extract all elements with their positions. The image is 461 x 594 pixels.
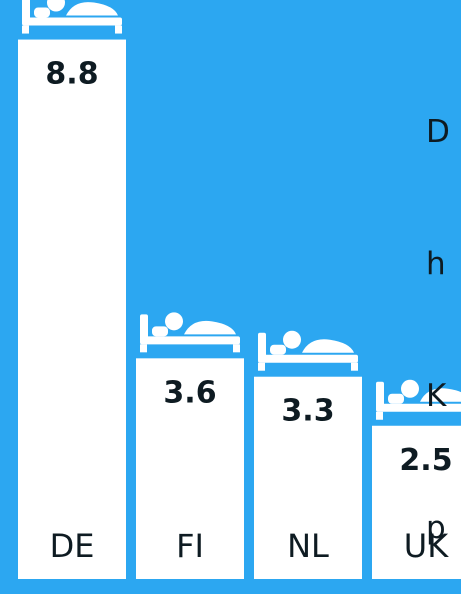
side-text-line: p	[426, 510, 446, 546]
bar-value-label: 8.8	[45, 57, 98, 92]
bed-headboard	[258, 332, 266, 359]
cropped-description-text: D h K p	[426, 22, 450, 594]
bed-with-person-icon	[258, 330, 358, 371]
bed-with-person-icon	[140, 312, 240, 353]
bed-base	[376, 403, 461, 412]
bar	[254, 376, 362, 579]
bed-with-person-icon	[22, 0, 122, 34]
category-label: DE	[50, 527, 95, 565]
bar	[18, 39, 126, 579]
person-head	[47, 0, 65, 12]
person-head	[401, 379, 419, 398]
person-body	[184, 320, 236, 335]
person-body	[66, 2, 118, 16]
bed-pillow	[388, 393, 404, 404]
side-text-line: h	[426, 246, 446, 282]
category-label: FI	[176, 527, 204, 565]
category-label: NL	[287, 527, 329, 565]
bed-with-person-icon	[376, 379, 461, 420]
person-head	[165, 312, 183, 331]
bed-leg	[22, 25, 29, 34]
side-text-line: D	[426, 114, 450, 150]
bed-leg	[233, 344, 240, 353]
bed-base	[22, 17, 122, 26]
bar	[136, 358, 244, 579]
bed-base	[140, 336, 240, 345]
bed-headboard	[22, 0, 30, 22]
bed-headboard	[140, 314, 148, 341]
bed-leg	[140, 344, 147, 353]
person-body	[420, 388, 461, 402]
bed-pillow	[152, 326, 168, 337]
person-head	[283, 330, 301, 349]
category-label: UK	[404, 527, 449, 565]
bed-leg	[258, 362, 265, 371]
bar-value-label: 3.6	[163, 375, 216, 410]
person-body	[302, 339, 354, 353]
bar	[372, 425, 461, 579]
bed-leg	[351, 362, 358, 371]
bed-leg	[376, 411, 383, 420]
bed-base	[258, 354, 358, 363]
bar-value-label: 3.3	[281, 394, 334, 429]
bed-pillow	[270, 344, 286, 355]
side-text-line: K	[426, 378, 447, 414]
bed-headboard	[376, 381, 384, 408]
bar-chart: 8.8 DE 3.6 FI 3.3 NL 2.5 UK	[18, 0, 461, 579]
bar-value-label: 2.5	[399, 443, 452, 478]
bed-leg	[115, 25, 122, 34]
bed-pillow	[34, 7, 50, 18]
